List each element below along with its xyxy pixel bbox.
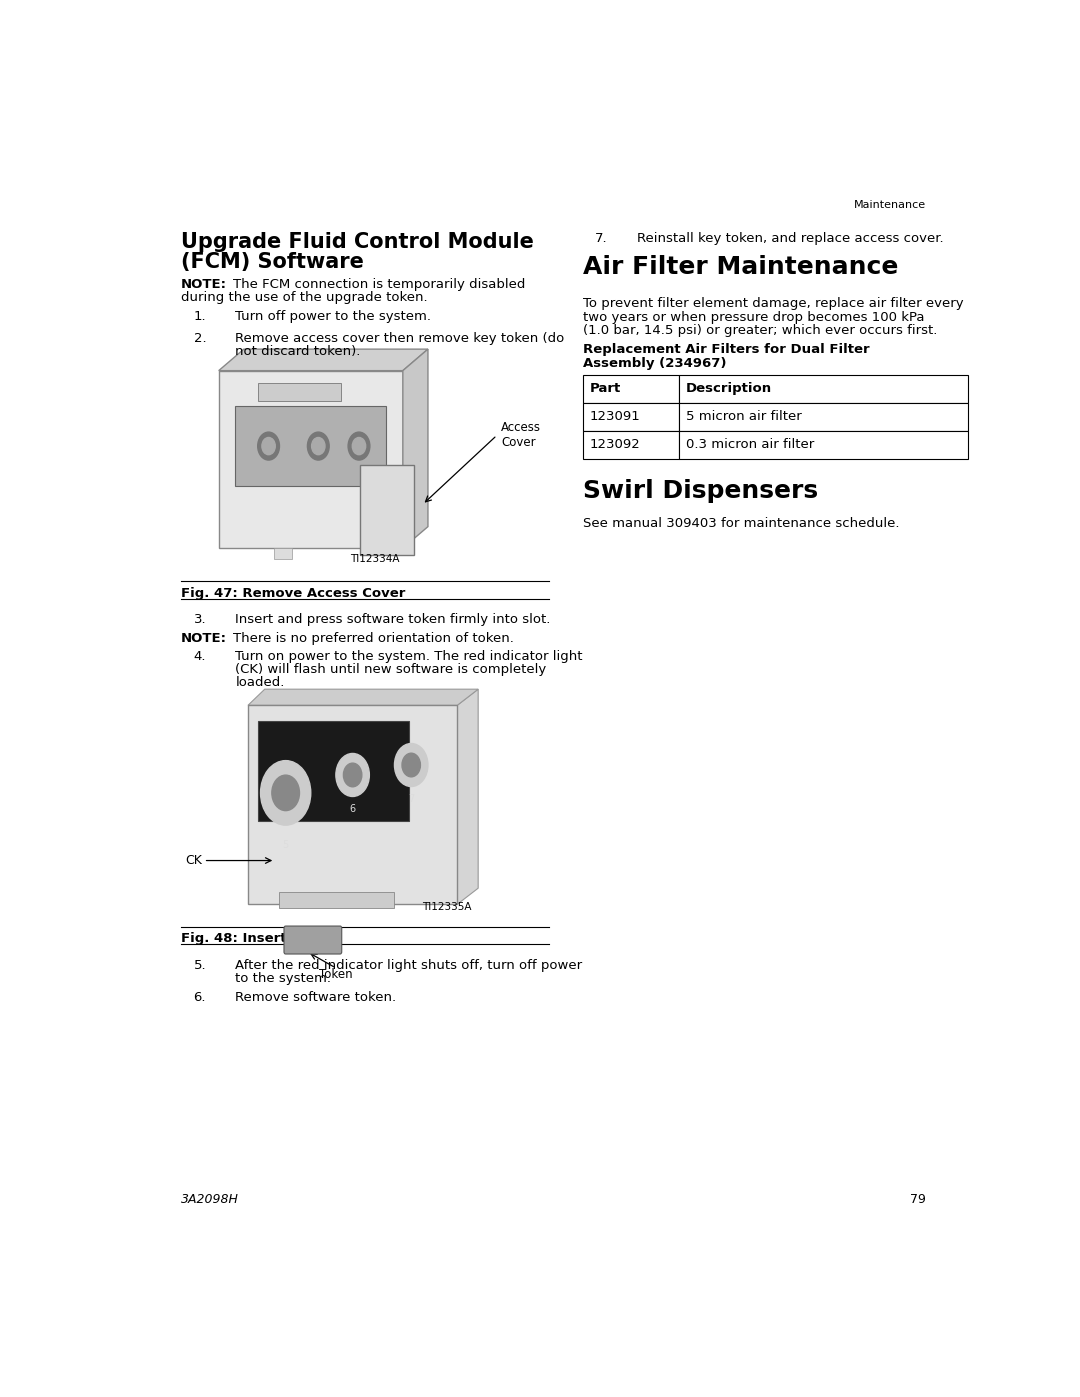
Text: After the red indicator light shuts off, turn off power: After the red indicator light shuts off,… (235, 958, 582, 972)
Text: CK: CK (186, 854, 202, 868)
Text: two years or when pressure drop becomes 100 kPa: two years or when pressure drop becomes … (583, 310, 924, 324)
Text: Fig. 47: Remove Access Cover: Fig. 47: Remove Access Cover (181, 587, 405, 599)
Text: There is no preferred orientation of token.: There is no preferred orientation of tok… (233, 631, 514, 644)
Text: 7.: 7. (595, 232, 608, 246)
Bar (583, 430, 679, 458)
Polygon shape (248, 689, 478, 705)
Text: 2.: 2. (193, 331, 206, 345)
Text: To prevent filter element damage, replace air filter every: To prevent filter element damage, replac… (583, 298, 963, 310)
Text: (1.0 bar, 14.5 psi) or greater; which ever occurs first.: (1.0 bar, 14.5 psi) or greater; which ev… (583, 324, 937, 337)
Circle shape (343, 763, 362, 787)
Text: to the system.: to the system. (235, 972, 332, 985)
Circle shape (402, 753, 420, 777)
Bar (583, 374, 679, 402)
Text: 4.: 4. (193, 650, 206, 662)
Text: 3.: 3. (193, 613, 206, 626)
Text: Replacement Air Filters for Dual Filter: Replacement Air Filters for Dual Filter (583, 344, 869, 356)
Text: NOTE:: NOTE: (181, 278, 227, 291)
Text: Insert and press software token firmly into slot.: Insert and press software token firmly i… (235, 613, 551, 626)
Text: NOTE:: NOTE: (181, 631, 227, 644)
Text: Remove access cover then remove key token (do: Remove access cover then remove key toke… (235, 331, 565, 345)
Text: TI12335A: TI12335A (422, 902, 472, 912)
Circle shape (336, 753, 369, 796)
Bar (274, 548, 293, 559)
Circle shape (312, 437, 325, 454)
Text: Turn on power to the system. The red indicator light: Turn on power to the system. The red ind… (235, 650, 583, 662)
Text: not discard token).: not discard token). (235, 345, 361, 358)
Text: Air Filter Maintenance: Air Filter Maintenance (583, 254, 899, 278)
Circle shape (258, 432, 280, 460)
Text: 123092: 123092 (590, 439, 640, 451)
Text: 5: 5 (283, 840, 288, 849)
Text: Assembly (234967): Assembly (234967) (583, 356, 726, 370)
Polygon shape (403, 349, 428, 548)
Text: Upgrade Fluid Control Module: Upgrade Fluid Control Module (181, 232, 534, 253)
Text: 3A2098H: 3A2098H (181, 1193, 239, 1206)
Bar (258, 721, 409, 820)
Circle shape (352, 437, 366, 454)
Text: Fig. 48: Insert Token: Fig. 48: Insert Token (181, 932, 335, 946)
Text: (FCM) Software: (FCM) Software (181, 253, 364, 272)
Text: (CK) will flash until new software is completely: (CK) will flash until new software is co… (235, 664, 546, 676)
Text: loaded.: loaded. (235, 676, 285, 689)
Text: TI12334A: TI12334A (351, 555, 400, 564)
Text: 6.: 6. (193, 992, 206, 1004)
Circle shape (348, 432, 369, 460)
Text: Turn off power to the system.: Turn off power to the system. (235, 310, 431, 324)
Bar (235, 407, 387, 486)
Text: The FCM connection is temporarily disabled: The FCM connection is temporarily disabl… (233, 278, 525, 291)
Text: 79: 79 (910, 1193, 926, 1206)
Bar (679, 402, 968, 430)
Text: Token: Token (319, 968, 353, 981)
Text: 5 micron air filter: 5 micron air filter (686, 411, 801, 423)
Bar (583, 402, 679, 430)
Text: 5.: 5. (193, 958, 206, 972)
Circle shape (260, 760, 311, 826)
FancyBboxPatch shape (218, 370, 403, 548)
Bar (679, 374, 968, 402)
Circle shape (272, 775, 299, 810)
Text: Swirl Dispensers: Swirl Dispensers (583, 479, 818, 503)
Text: 6: 6 (350, 805, 355, 814)
Text: Access
Cover: Access Cover (501, 420, 541, 450)
Text: Maintenance: Maintenance (854, 200, 926, 210)
Polygon shape (457, 689, 478, 904)
Text: 0.3 micron air filter: 0.3 micron air filter (686, 439, 814, 451)
Bar (258, 383, 341, 401)
FancyBboxPatch shape (284, 926, 341, 954)
Circle shape (261, 437, 275, 454)
Text: 1.: 1. (193, 310, 206, 324)
Circle shape (308, 432, 329, 460)
Text: Remove software token.: Remove software token. (235, 992, 396, 1004)
Polygon shape (218, 349, 428, 370)
Text: during the use of the upgrade token.: during the use of the upgrade token. (181, 291, 428, 305)
Text: Description: Description (686, 383, 772, 395)
Text: Part: Part (590, 383, 621, 395)
Text: Reinstall key token, and replace access cover.: Reinstall key token, and replace access … (637, 232, 944, 246)
FancyBboxPatch shape (248, 705, 457, 904)
Bar (679, 430, 968, 458)
Bar (280, 891, 394, 908)
Text: 123091: 123091 (590, 411, 640, 423)
Text: See manual 309403 for maintenance schedule.: See manual 309403 for maintenance schedu… (583, 517, 900, 531)
Text: 7: 7 (408, 795, 415, 805)
Circle shape (394, 743, 428, 787)
FancyBboxPatch shape (361, 465, 414, 556)
